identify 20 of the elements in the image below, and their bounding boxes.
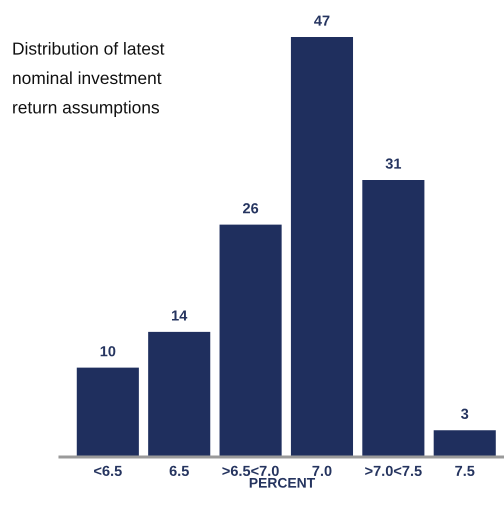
x-axis-title: PERCENT [250,478,316,488]
x-tick-label: >7.0<7.5 [365,466,422,476]
bar [148,332,210,457]
bar [220,224,282,457]
bar [290,37,354,457]
data-label: 47 [314,16,330,26]
bar [434,430,496,457]
x-tick-label: 6.5 [170,466,189,476]
data-label: 31 [386,158,402,169]
data-label: 14 [172,310,188,321]
x-tick-label: 7.5 [455,466,474,476]
bar [362,180,424,457]
x-tick-label: <6.5 [94,466,122,476]
bar [76,368,139,457]
text: Distribution of latest nominal investment return assumptions [13,42,164,117]
data-label: 10 [100,346,116,356]
x-tick-label: 7.0 [312,466,332,476]
data-label: 26 [242,203,258,214]
x-tick-label: >6.5<7.0 [222,466,279,476]
data-label: 3 [461,408,468,419]
